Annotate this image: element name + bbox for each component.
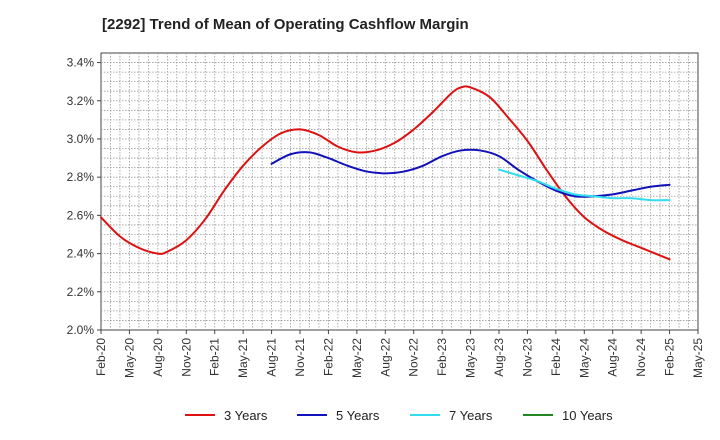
y-tick-label: 2.6% [67, 208, 95, 222]
x-tick-label: Aug-20 [151, 338, 165, 377]
legend: 3 Years 5 Years 7 Years 10 Years [185, 408, 613, 423]
x-tick-label: Feb-24 [549, 338, 563, 376]
x-tick-label: Nov-21 [293, 338, 307, 377]
y-tick-label: 3.2% [67, 94, 95, 108]
x-tick-label: Feb-22 [321, 338, 335, 376]
series-line-3 [498, 168, 671, 202]
x-tick-label: May-20 [122, 338, 136, 378]
plot-area [100, 52, 699, 331]
chart-title: [2292] Trend of Mean of Operating Cashfl… [102, 16, 469, 33]
y-tick-label: 2.8% [67, 170, 95, 184]
x-axis: Feb-20 May-20 Aug-20 Nov-20 Feb-21 May-21 Aug-… [94, 330, 705, 378]
x-tick-label: Feb-21 [208, 338, 222, 376]
x-tick-label: May-23 [464, 338, 478, 378]
y-tick-label: 3.4% [67, 56, 95, 70]
series-line-2 [270, 148, 671, 198]
x-tick-label: Nov-24 [634, 338, 648, 377]
legend-label-2: 5 Years [336, 408, 380, 423]
x-tick-label: May-22 [350, 338, 364, 378]
x-tick-label: May-24 [577, 338, 591, 378]
x-tick-label: Nov-20 [179, 338, 193, 377]
x-tick-label: Feb-25 [663, 338, 677, 376]
y-axis: 2.0% 2.2% 2.4% 2.6% 2.8% 3.0% 3.2% 3.4% [67, 56, 101, 337]
x-tick-label: Nov-22 [407, 338, 421, 377]
x-tick-label: Nov-23 [520, 338, 534, 377]
x-tick-label: Feb-23 [435, 338, 449, 376]
legend-label-3: 7 Years [449, 408, 493, 423]
x-tick-label: Aug-24 [606, 338, 620, 377]
y-tick-label: 3.0% [67, 132, 95, 146]
x-tick-label: Aug-22 [378, 338, 392, 377]
x-tick-label: May-21 [236, 338, 250, 378]
series-lines [100, 85, 671, 261]
x-tick-label: Feb-20 [94, 338, 108, 376]
x-tick-label: Aug-23 [492, 338, 506, 377]
x-tick-label: Aug-21 [265, 338, 279, 377]
grid-lines [101, 53, 698, 330]
legend-label-1: 3 Years [224, 408, 268, 423]
y-tick-label: 2.0% [67, 323, 95, 337]
x-tick-label: May-25 [691, 338, 705, 378]
y-tick-label: 2.4% [67, 247, 95, 261]
legend-label-4: 10 Years [562, 408, 613, 423]
y-tick-label: 2.2% [67, 285, 95, 299]
